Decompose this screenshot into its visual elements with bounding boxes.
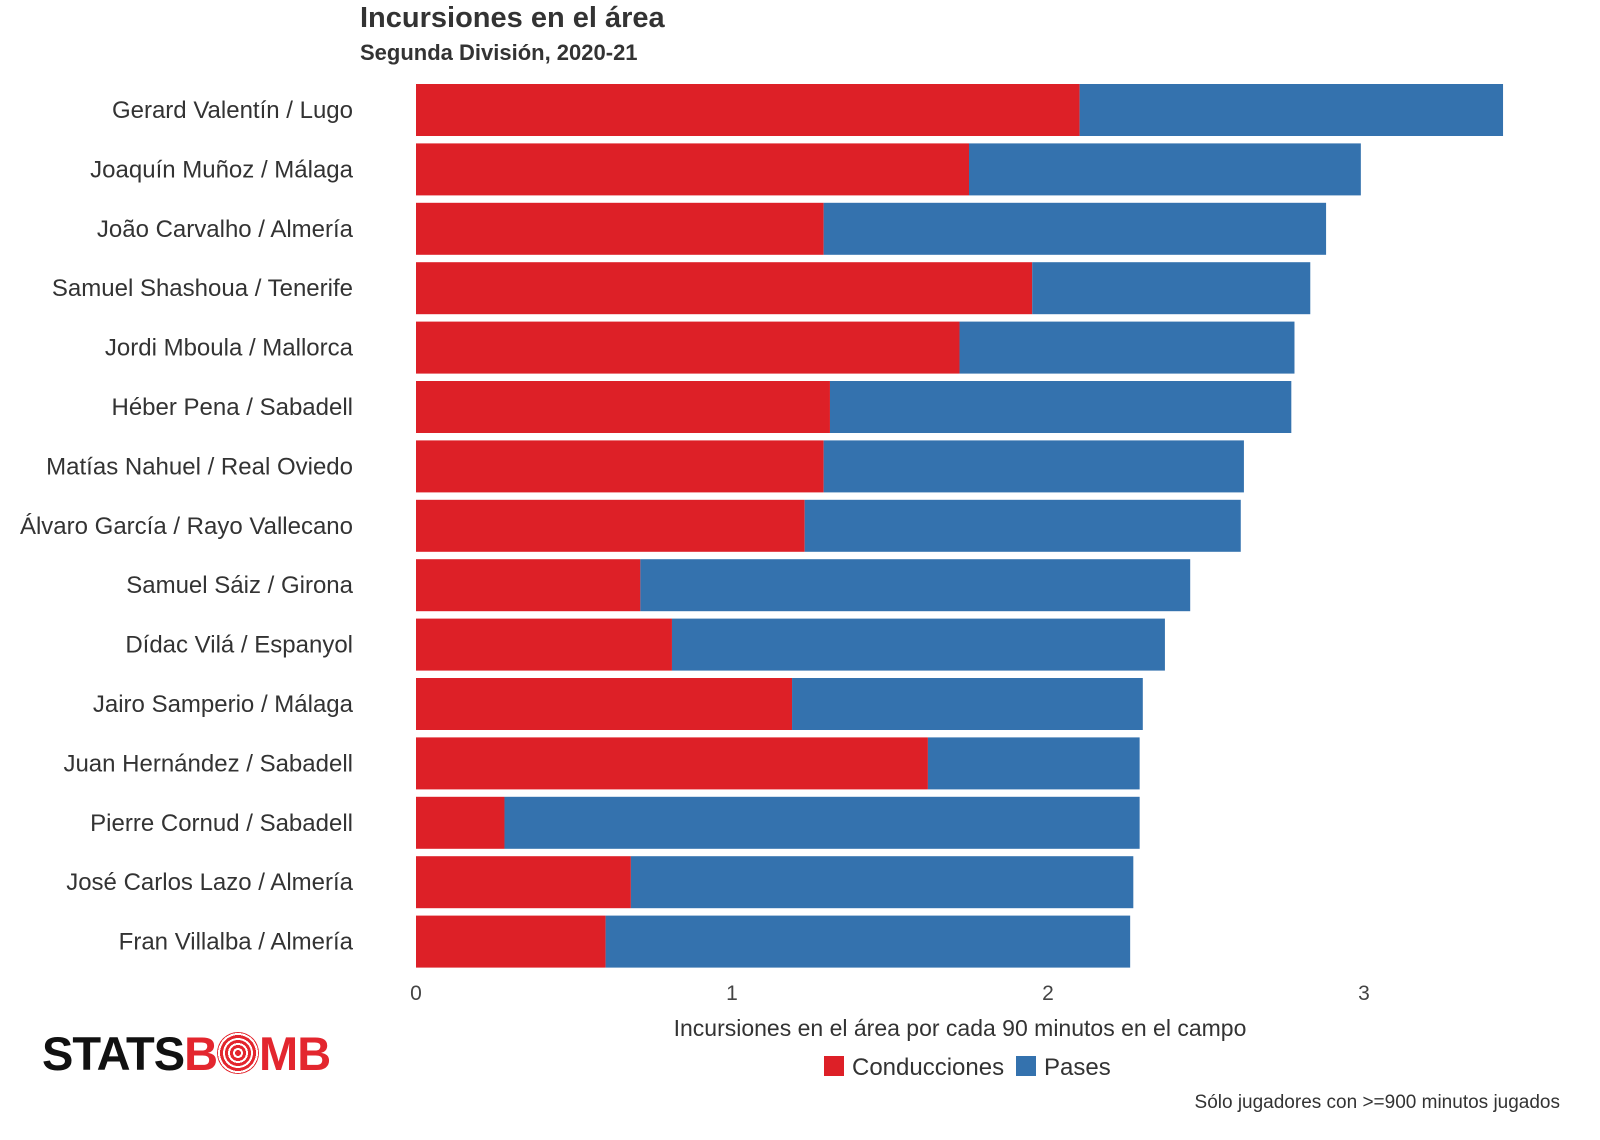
y-label-10: Jairo Samperio / Málaga: [93, 691, 354, 718]
y-label-1: Joaquín Muñoz / Málaga: [90, 156, 353, 183]
logo-text-mb: MB: [259, 1027, 331, 1080]
bar-conducciones-4: [416, 321, 960, 374]
bar-pases-6: [823, 440, 1244, 493]
y-label-2: João Carvalho / Almería: [97, 216, 354, 243]
x-axis-label: Incursiones en el área por cada 90 minut…: [674, 1015, 1247, 1041]
bar-pases-3: [1032, 262, 1311, 315]
legend: Conducciones Pases: [824, 1054, 1111, 1081]
y-label-6: Matías Nahuel / Real Oviedo: [46, 453, 353, 480]
x-tick-1: 1: [726, 982, 738, 1005]
bar-conducciones-3: [416, 262, 1033, 315]
x-tick-3: 3: [1358, 982, 1370, 1005]
bar-pases-11: [927, 737, 1140, 790]
logo-text-stats: STATS: [42, 1027, 185, 1080]
chart-title: Incursiones en el área: [360, 2, 665, 34]
legend-swatch-0: [824, 1056, 844, 1076]
bar-conducciones-14: [416, 915, 606, 968]
bar-conducciones-12: [416, 796, 505, 849]
bullseye-icon: [217, 1032, 260, 1074]
bar-pases-2: [823, 202, 1327, 255]
bar-pases-10: [792, 678, 1143, 730]
bar-pases-5: [829, 381, 1292, 433]
bar-pases-7: [804, 499, 1241, 552]
legend-label-0: Conducciones: [852, 1054, 1004, 1081]
y-label-0: Gerard Valentín / Lugo: [112, 97, 353, 124]
bar-conducciones-5: [416, 381, 830, 433]
y-label-14: Fran Villalba / Almería: [119, 929, 354, 956]
y-label-8: Samuel Sáiz / Girona: [126, 572, 353, 599]
bar-pases-4: [959, 321, 1295, 374]
bar-conducciones-0: [416, 84, 1080, 136]
caption-note: Sólo jugadores con >=900 minutos jugados: [1194, 1092, 1560, 1113]
bar-conducciones-6: [416, 440, 824, 493]
bar-conducciones-13: [416, 856, 631, 909]
legend-label-1: Pases: [1044, 1054, 1111, 1081]
y-label-12: Pierre Cornud / Sabadell: [90, 810, 353, 837]
bar-conducciones-7: [416, 499, 805, 552]
y-label-4: Jordi Mboula / Mallorca: [105, 335, 354, 362]
bar-conducciones-9: [416, 618, 672, 671]
bar-pases-13: [630, 856, 1134, 909]
bar-conducciones-2: [416, 202, 824, 255]
y-label-3: Samuel Shashoua / Tenerife: [52, 275, 353, 302]
chart-subtitle: Segunda División, 2020-21: [360, 40, 638, 65]
bar-conducciones-10: [416, 678, 793, 730]
bar-pases-12: [504, 796, 1140, 849]
bar-pases-14: [605, 915, 1131, 968]
y-label-5: Héber Pena / Sabadell: [112, 394, 354, 421]
bar-conducciones-8: [416, 559, 641, 612]
y-label-9: Dídac Vilá / Espanyol: [125, 632, 353, 659]
logo-text-b: B: [184, 1027, 218, 1080]
bar-pases-0: [1079, 84, 1504, 136]
y-label-13: José Carlos Lazo / Almería: [66, 869, 353, 896]
x-tick-0: 0: [410, 982, 422, 1005]
y-label-11: Juan Hernández / Sabadell: [63, 750, 353, 777]
bar-pases-8: [640, 559, 1191, 612]
bar-pases-9: [671, 618, 1165, 671]
y-label-7: Álvaro García / Rayo Vallecano: [20, 513, 353, 540]
legend-swatch-1: [1016, 1056, 1036, 1076]
bar-conducciones-11: [416, 737, 928, 790]
x-axis-ticks: 0 1 2 3: [410, 982, 1370, 1005]
y-axis-labels: Gerard Valentín / Lugo Joaquín Muñoz / Má…: [20, 97, 354, 956]
bar-pases-1: [969, 143, 1361, 196]
bar-conducciones-1: [416, 143, 969, 196]
bars-group: [416, 84, 1504, 968]
statsbomb-logo: STATSB MB: [42, 1027, 331, 1080]
x-tick-2: 2: [1042, 982, 1054, 1005]
